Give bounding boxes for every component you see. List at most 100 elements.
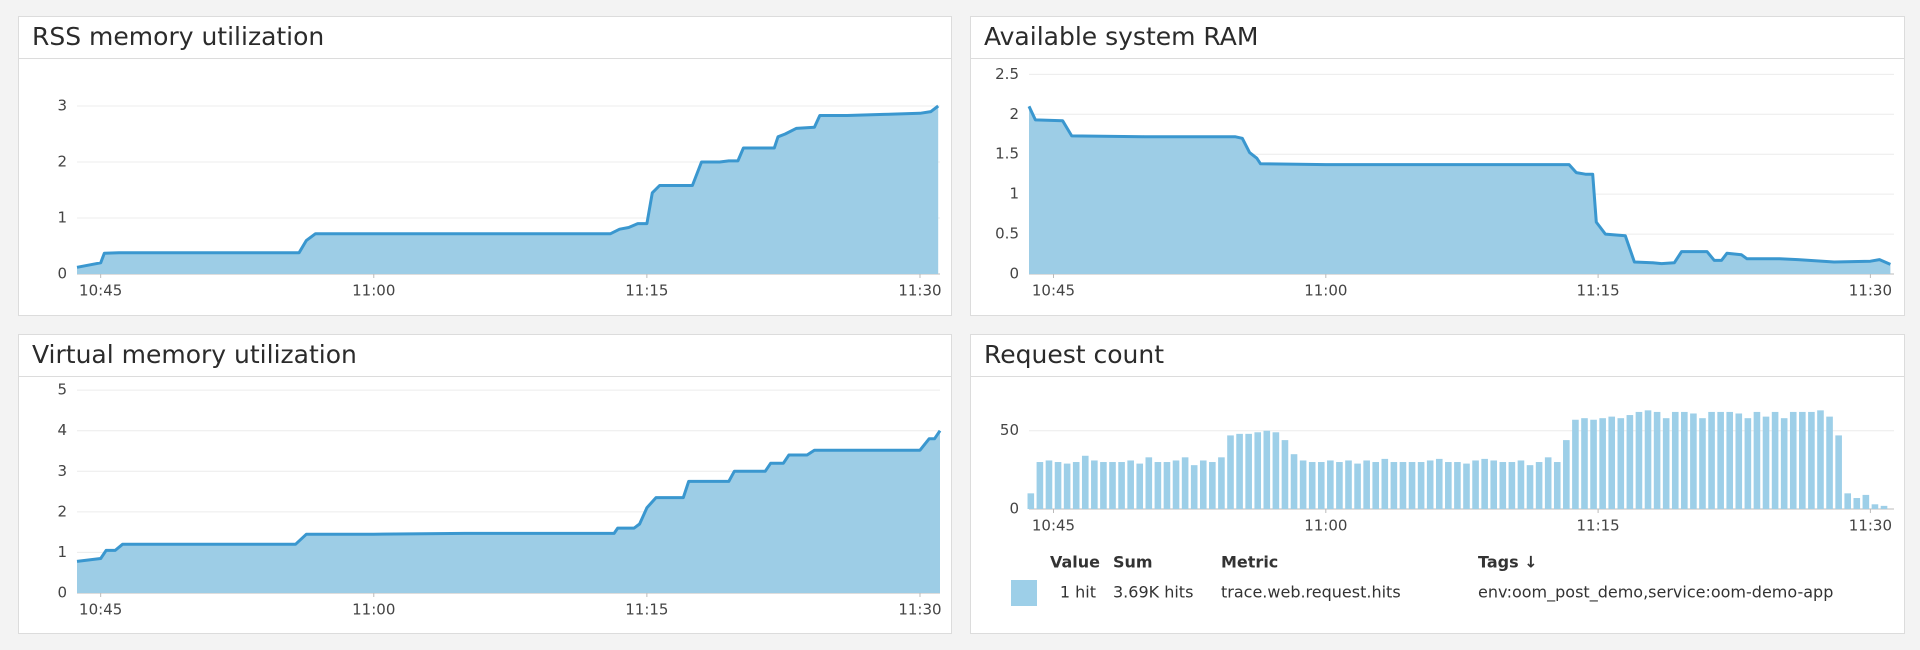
bar	[1218, 457, 1225, 509]
bar	[1717, 411, 1724, 509]
bar	[1063, 463, 1071, 509]
bar	[1209, 462, 1216, 509]
x-tick-label: 11:30	[898, 282, 941, 300]
bar	[1100, 462, 1107, 509]
x-tick-label: 11:30	[1849, 517, 1892, 535]
bar	[1844, 493, 1852, 509]
bar	[1181, 457, 1189, 509]
bar	[1726, 411, 1734, 509]
bar	[1490, 460, 1498, 509]
bar	[1563, 440, 1570, 509]
bar	[1027, 493, 1035, 509]
bar	[1454, 462, 1461, 509]
bar	[1535, 462, 1543, 509]
bar	[1826, 416, 1833, 509]
bar	[1281, 440, 1289, 509]
bar	[1508, 462, 1516, 509]
y-tick-label: 1	[57, 209, 67, 227]
bar	[1445, 462, 1452, 509]
bar	[1272, 432, 1280, 509]
bar	[1662, 418, 1670, 509]
bar	[1880, 505, 1888, 509]
bar	[1245, 433, 1252, 509]
bar	[1780, 418, 1788, 509]
bar	[1154, 462, 1162, 509]
bar	[1835, 435, 1842, 509]
y-tick-label: 2.5	[995, 65, 1019, 83]
x-tick-label: 11:00	[1304, 282, 1347, 300]
x-tick-label: 10:45	[79, 282, 122, 300]
bar	[1499, 462, 1507, 509]
bar	[1617, 418, 1625, 509]
y-tick-label: 2	[57, 153, 67, 171]
bar	[1526, 465, 1534, 509]
bar	[1417, 462, 1425, 509]
bar	[1227, 435, 1234, 509]
bar	[1372, 462, 1380, 509]
x-tick-label: 11:00	[1304, 517, 1347, 535]
table-header: Sum	[1113, 553, 1153, 572]
area	[77, 106, 939, 274]
bar	[1808, 411, 1815, 509]
bar	[1390, 462, 1398, 509]
bar	[1091, 460, 1098, 509]
bar	[1553, 462, 1561, 509]
bar	[1199, 460, 1207, 509]
y-tick-label: 3	[57, 97, 67, 115]
bar	[1753, 411, 1761, 509]
bar	[1290, 454, 1298, 509]
x-tick-label: 11:00	[352, 282, 395, 300]
area	[77, 430, 940, 593]
bar	[1081, 455, 1089, 509]
bar	[1308, 462, 1316, 509]
panel-title: RSS memory utilization	[32, 22, 324, 51]
bar	[1118, 462, 1125, 509]
bar	[1045, 460, 1053, 509]
bar	[1735, 413, 1743, 509]
bar	[1381, 458, 1389, 509]
area	[1029, 106, 1891, 274]
bar	[1644, 410, 1652, 509]
bar	[1145, 457, 1153, 509]
bar	[1608, 416, 1616, 509]
panel-title: Virtual memory utilization	[32, 340, 357, 369]
x-tick-label: 11:00	[352, 601, 395, 619]
panel-title: Request count	[984, 340, 1164, 369]
bar	[1136, 463, 1144, 509]
bar	[1681, 411, 1688, 509]
bar	[1671, 411, 1679, 509]
bar	[1072, 462, 1080, 509]
table-cell: trace.web.request.hits	[1221, 583, 1401, 602]
line	[76, 104, 940, 269]
bar	[1363, 460, 1370, 509]
bar	[1744, 418, 1752, 509]
x-tick-label: 11:15	[1576, 517, 1619, 535]
bar	[1472, 460, 1479, 509]
legend-swatch	[1011, 580, 1037, 606]
bar	[1036, 462, 1044, 509]
table-header: Value	[1050, 553, 1100, 572]
table-header: Metric	[1221, 553, 1278, 572]
bar	[1345, 460, 1352, 509]
x-tick-label: 11:15	[1576, 282, 1619, 300]
bar	[1762, 416, 1770, 509]
table-cell: env:oom_post_demo,service:oom-demo-app	[1478, 583, 1833, 603]
bar	[1354, 463, 1361, 509]
bar	[1653, 411, 1661, 509]
bar	[1699, 418, 1706, 509]
x-tick-label: 10:45	[79, 601, 122, 619]
bar	[1435, 458, 1443, 509]
y-tick-label: 0	[1009, 265, 1019, 283]
bar	[1299, 460, 1307, 509]
y-tick-label: 1	[1009, 185, 1019, 203]
y-tick-label: 4	[57, 421, 67, 439]
bar	[1817, 410, 1824, 509]
y-tick-label: 0	[57, 584, 67, 602]
y-tick-label: 2	[57, 502, 67, 520]
bar	[1408, 462, 1416, 509]
bar	[1862, 494, 1870, 509]
panel-title: Available system RAM	[984, 22, 1258, 51]
bar	[1336, 462, 1343, 509]
table-header: Tags ↓	[1478, 553, 1538, 572]
x-tick-label: 11:30	[1849, 282, 1892, 300]
